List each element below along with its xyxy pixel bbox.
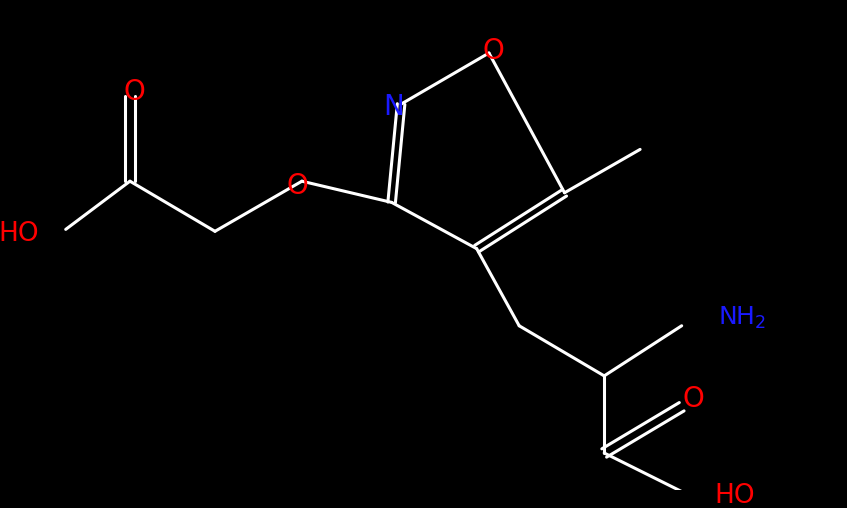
Text: O: O: [682, 385, 704, 413]
Text: N: N: [383, 93, 404, 121]
Text: NH$_2$: NH$_2$: [717, 305, 766, 331]
Text: O: O: [483, 37, 505, 65]
Text: O: O: [286, 172, 308, 200]
Text: HO: HO: [0, 221, 39, 247]
Text: O: O: [124, 78, 146, 106]
Text: HO: HO: [715, 483, 756, 508]
